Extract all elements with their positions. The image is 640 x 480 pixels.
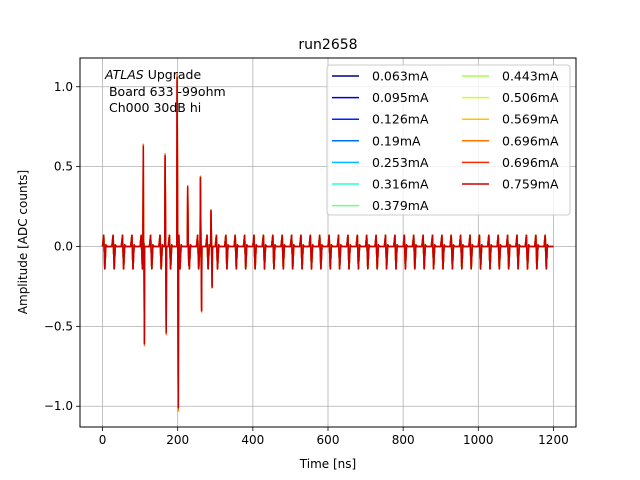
legend-box (326, 64, 571, 216)
legend-label: 0.316mA (372, 177, 429, 192)
x-tick-label: 1000 (463, 433, 494, 447)
legend-label: 0.063mA (372, 69, 429, 84)
y-axis-ticks: −1.0 −0.5 0.0 0.5 1.0 (44, 80, 80, 413)
legend-item: 0.316mA (332, 177, 429, 192)
board-annotation: Board 633 -99ohm (105, 84, 226, 99)
legend-label: 0.759mA (502, 177, 559, 192)
legend: 0.063mA 0.095mA 0.126mA 0.19mA 0.253mA 0.316m… (326, 64, 571, 216)
legend-item: 0.569mA (462, 112, 559, 127)
legend-label: 0.569mA (502, 112, 559, 127)
legend-item: 0.126mA (332, 112, 429, 127)
legend-item: 0.063mA (332, 69, 429, 84)
x-tick-label: 600 (317, 433, 340, 447)
legend-item: 0.379mA (332, 198, 429, 213)
legend-items: 0.063mA 0.095mA 0.126mA 0.19mA 0.253mA 0.316m… (332, 69, 559, 213)
x-tick-label: 0 (99, 433, 107, 447)
legend-label: 0.443mA (502, 69, 559, 84)
atlas-label: ATLAS (104, 67, 144, 82)
legend-label: 0.379mA (372, 198, 429, 213)
legend-item: 0.506mA (462, 90, 559, 105)
upgrade-label: Upgrade (144, 67, 202, 82)
x-axis-ticks: 0 200 400 600 800 1000 1200 (99, 427, 569, 447)
legend-label: 0.095mA (372, 90, 429, 105)
legend-label: 0.19mA (372, 133, 421, 148)
x-tick-label: 400 (241, 433, 264, 447)
legend-item: 0.095mA (332, 90, 429, 105)
legend-item: 0.759mA (462, 177, 559, 192)
legend-item: 0.19mA (332, 133, 421, 148)
y-tick-label: 0.5 (54, 160, 73, 174)
y-tick-label: 1.0 (54, 80, 73, 94)
legend-item: 0.443mA (462, 69, 559, 84)
y-tick-label: −0.5 (44, 319, 73, 333)
y-tick-label: 0.0 (54, 239, 73, 253)
legend-label: 0.696mA (502, 133, 559, 148)
legend-item: 0.696mA (462, 133, 559, 148)
x-tick-label: 800 (392, 433, 415, 447)
legend-label: 0.506mA (502, 90, 559, 105)
series-layer (101, 73, 554, 412)
legend-item: 0.253mA (332, 155, 429, 170)
chart-title: run2658 (298, 37, 357, 53)
y-tick-label: −1.0 (44, 399, 73, 413)
legend-item: 0.696mA (462, 155, 559, 170)
x-tick-label: 1200 (538, 433, 569, 447)
y-axis-label: Amplitude [ADC counts] (16, 170, 30, 314)
x-axis-label: Time [ns] (299, 457, 356, 471)
x-tick-label: 200 (166, 433, 189, 447)
atlas-annotation-line1: ATLAS Upgrade (104, 67, 201, 82)
series-line (101, 76, 554, 409)
legend-label: 0.126mA (372, 112, 429, 127)
channel-annotation: Ch000 30dB hi (105, 100, 201, 115)
legend-label: 0.696mA (502, 155, 559, 170)
legend-label: 0.253mA (372, 155, 429, 170)
